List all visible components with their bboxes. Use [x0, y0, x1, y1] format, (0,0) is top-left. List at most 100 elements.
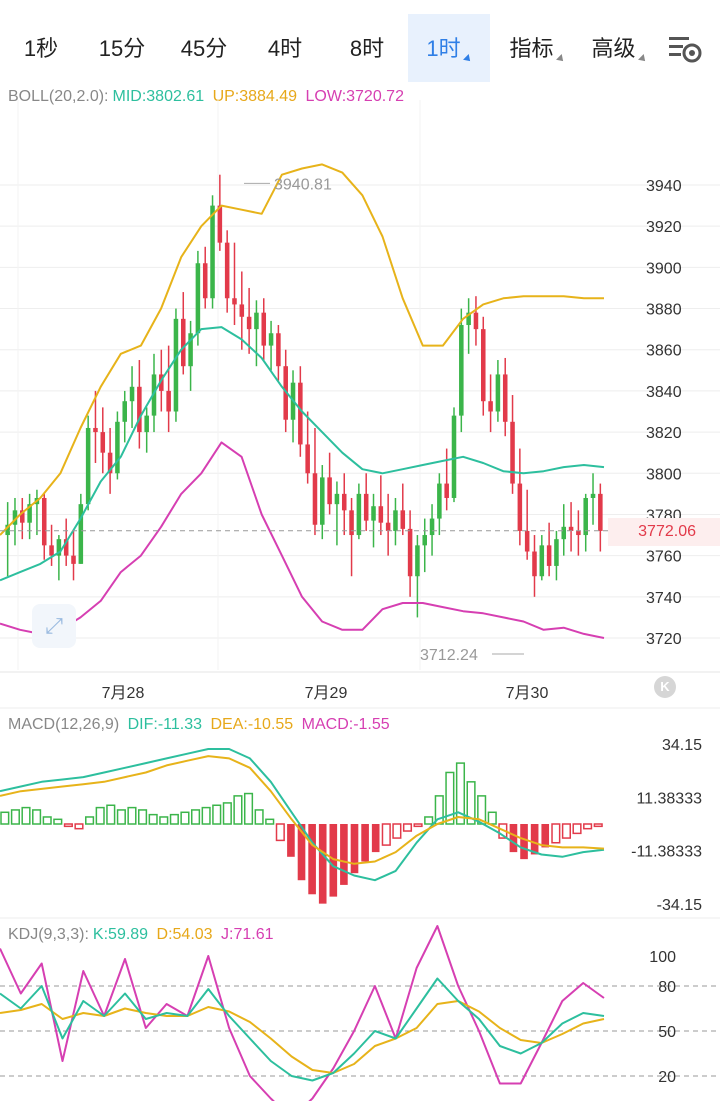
candle-rise	[422, 535, 427, 546]
tab-15m[interactable]: 15分	[98, 36, 146, 61]
candle-fall	[246, 316, 252, 330]
macd-bar-negative	[413, 823, 423, 828]
macd-bar-positive	[32, 809, 42, 825]
tab-45m[interactable]: 45分	[180, 36, 228, 61]
candle-rise	[210, 205, 215, 299]
candle-fall	[224, 242, 230, 299]
candle-rise	[173, 318, 179, 412]
boll-low-line	[0, 441, 605, 639]
macd-bar-negative	[572, 823, 582, 835]
candle-rise	[437, 483, 442, 519]
settings-gear-icon[interactable]	[668, 34, 702, 64]
price-tick-label: 3860	[646, 343, 682, 360]
macd-bar-positive	[0, 811, 10, 825]
macd-bar-positive	[445, 771, 455, 825]
macd-bar-positive	[243, 792, 254, 825]
candle-fall	[159, 374, 164, 391]
macd-bar-positive	[148, 813, 158, 825]
price-tick-label: 3900	[646, 260, 682, 277]
macd-bar-positive	[85, 816, 95, 825]
macd-bar-negative	[318, 824, 327, 904]
boll-mid-line	[0, 326, 605, 582]
candle-fall	[137, 386, 142, 433]
candle-rise	[78, 504, 84, 564]
kdj-label: KDJ(9,3,3):	[8, 926, 89, 943]
candle-rise	[85, 427, 91, 505]
candle-fall	[481, 329, 486, 402]
macd-bar-negative	[593, 823, 603, 828]
tab-indicators[interactable]: 指标	[500, 14, 574, 82]
macd-bar-negative	[381, 823, 391, 846]
kdj-tick-label: 20	[658, 1069, 676, 1086]
candle-fall	[568, 526, 574, 531]
candle-fall	[363, 493, 369, 521]
macd-bar-negative	[329, 824, 338, 897]
candle-rise	[5, 524, 10, 536]
tab-1s[interactable]: 1秒	[23, 36, 59, 61]
candle-fall	[181, 318, 186, 367]
candle-fall	[327, 477, 332, 505]
tab-4h[interactable]: 4时	[267, 36, 303, 61]
candle-fall	[71, 555, 76, 564]
grid-lines	[0, 100, 720, 919]
candle-fall	[400, 510, 406, 529]
macd-bar-negative	[287, 824, 295, 857]
candle-fall	[517, 483, 523, 531]
macd-bar-positive	[159, 816, 169, 825]
candle-fall	[576, 530, 581, 536]
macd-bar-positive	[201, 806, 211, 825]
macd-bar-positive	[21, 806, 31, 825]
candle-rise	[495, 374, 501, 412]
macd-dif-value: DIF:-11.33	[127, 716, 203, 733]
kdj-layer	[0, 925, 720, 1101]
tab-8h[interactable]: 8时	[349, 36, 385, 61]
expand-icon[interactable]: ⤢	[32, 604, 76, 648]
candle-rise	[151, 374, 157, 416]
tab-1h[interactable]: 1时	[408, 14, 490, 82]
candle-rise	[115, 421, 120, 474]
interval-tabs: 1秒 15分 45分 4时 8时 1时 指标 高级	[0, 0, 720, 82]
candle-fall	[107, 452, 113, 474]
candle-rise	[195, 263, 201, 334]
macd-bar-positive	[106, 804, 116, 825]
candle-rise	[590, 493, 596, 498]
candle-rise	[459, 325, 464, 416]
kline-badge-icon[interactable]: K	[654, 676, 676, 698]
candle-fall	[93, 427, 98, 433]
candle-fall	[166, 390, 171, 412]
candle-fall	[349, 510, 354, 536]
macd-bar-negative	[340, 824, 348, 885]
macd-dea-line	[0, 755, 605, 865]
candle-rise	[393, 510, 398, 531]
boll-mid-value: MID:3802.61	[112, 88, 205, 105]
candle-rise	[371, 506, 376, 521]
price-tick-label: 3840	[646, 384, 682, 401]
candle-rise	[583, 497, 588, 536]
candle-rise	[27, 504, 32, 523]
macd-bar-positive	[53, 818, 63, 825]
price-tick-label: 3880	[646, 302, 682, 319]
price-tick-label: 3820	[646, 425, 682, 442]
candle-rise	[356, 493, 362, 536]
macd-bar-positive	[466, 781, 476, 825]
current-price-tag: 3772.06	[608, 518, 720, 546]
candle-fall	[312, 473, 318, 525]
macd-bar-negative	[530, 824, 539, 855]
date-label: 7月28	[102, 685, 145, 702]
candle-rise	[554, 539, 559, 566]
macd-bar-negative	[392, 823, 402, 839]
candle-fall	[378, 506, 384, 523]
kdj-legend: KDJ(9,3,3): K:59.89 D:54.03 J:71.61	[8, 926, 278, 944]
macd-bar-positive	[10, 809, 20, 825]
macd-bar-positive	[169, 813, 179, 825]
candle-fall	[276, 333, 281, 367]
tab-advanced[interactable]: 高级	[582, 14, 656, 82]
macd-bar-negative	[583, 823, 593, 830]
candle-fall	[49, 545, 54, 556]
boll-up-line	[0, 163, 604, 536]
macd-legend: MACD(12,26,9) DIF:-11.33 DEA:-10.55 MACD…	[8, 716, 394, 734]
candle-fall	[261, 312, 267, 346]
date-label: 7月29	[305, 685, 348, 702]
macd-bar-positive	[212, 804, 222, 825]
